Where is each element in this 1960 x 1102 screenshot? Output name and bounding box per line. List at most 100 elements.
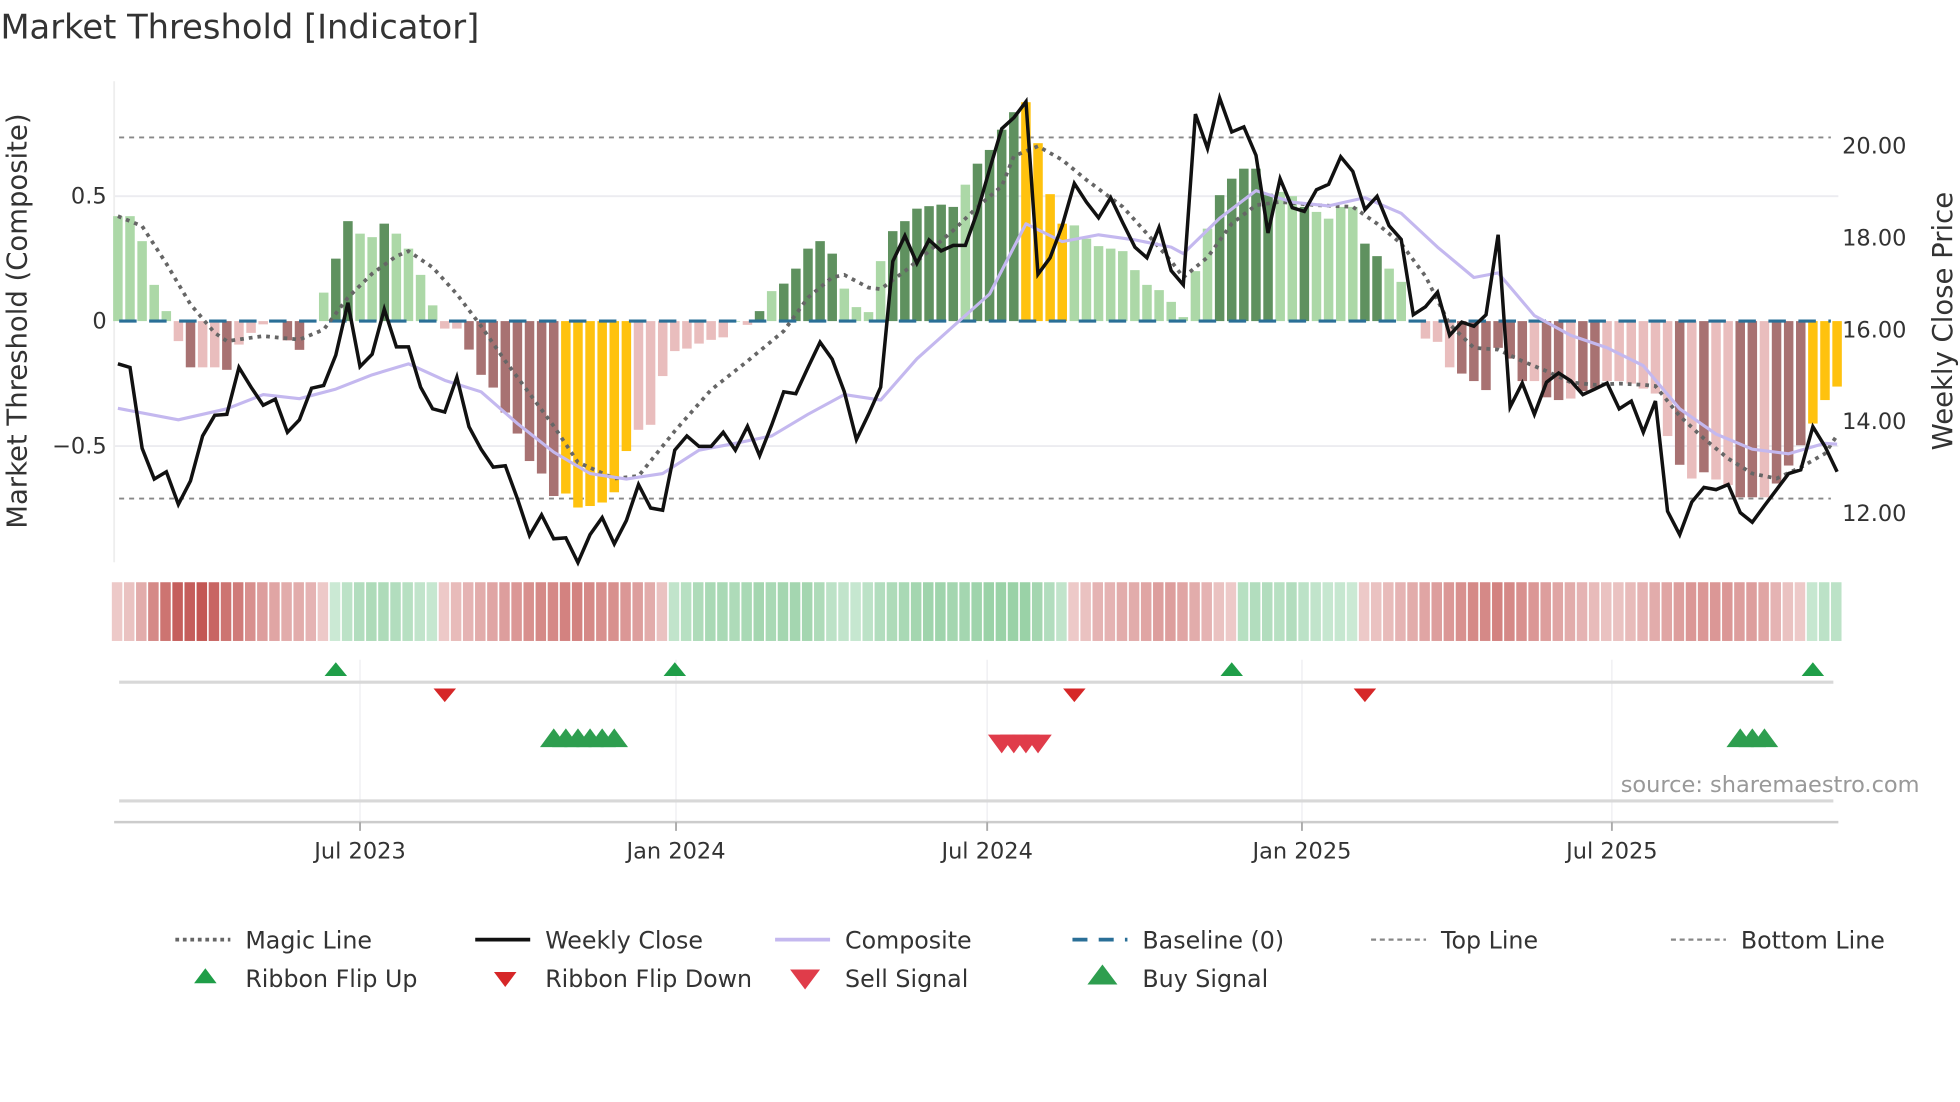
ribbon-cell (801, 582, 813, 641)
ribbon-cell (1564, 582, 1576, 641)
ribbon-cell (341, 582, 353, 641)
ribbon-cell (305, 582, 317, 641)
composite-bar (149, 284, 159, 322)
ribbon-cell (1479, 582, 1491, 641)
legend-item-magic: Magic Line (175, 926, 372, 954)
ribbon-cell (668, 582, 680, 641)
ribbon-cell (148, 582, 159, 641)
composite-bar (1662, 321, 1673, 437)
composite-bar (234, 321, 244, 345)
composite-bar (585, 321, 595, 507)
legend-item-buy: Buy Signal (1087, 964, 1268, 993)
ribbon-cell (1673, 582, 1685, 641)
ribbon-cell (269, 582, 280, 641)
x-tick-label: Jul 2023 (312, 838, 405, 864)
composite-bar (318, 292, 329, 322)
ribbon-cell (729, 582, 740, 641)
y-tick-label: 0 (92, 309, 106, 335)
composite-bar (803, 248, 813, 322)
ribbon-cell (1540, 582, 1551, 641)
legend-item-baseline: Baseline (0) (1072, 926, 1284, 954)
composite-bar (791, 268, 801, 322)
composite-bar (1154, 290, 1164, 322)
ribbon-cell (1044, 582, 1055, 641)
ribbon-cell (1455, 582, 1467, 641)
ribbon-flip-up-marker (1220, 662, 1243, 676)
composite-bar (427, 305, 438, 322)
composite-bar (173, 321, 184, 342)
ribbon-cell (378, 582, 389, 641)
composite-bar (391, 233, 402, 322)
ribbon-cell (1274, 582, 1285, 641)
ribbon-cell (1709, 582, 1721, 641)
ribbon-flip-down-marker (1353, 688, 1377, 703)
ribbon-cell (959, 582, 970, 641)
composite-bar (1674, 321, 1685, 465)
composite-bar (682, 321, 692, 349)
ribbon-cell (983, 582, 995, 641)
ribbon-cell (1189, 582, 1200, 641)
ribbon-cell (789, 582, 801, 641)
ribbon-cell (172, 582, 183, 641)
x-tick-label: Jan 2025 (1250, 838, 1351, 864)
ribbon-cell (111, 582, 123, 641)
composite-bar (609, 321, 620, 493)
ribbon-cell (571, 582, 583, 641)
composite-bar (1093, 246, 1104, 322)
ribbon-cell (620, 582, 631, 641)
composite-bar (1820, 321, 1830, 401)
ribbon-cell (1734, 582, 1745, 641)
ribbon-cell (1225, 582, 1237, 641)
composite-bar (1360, 243, 1370, 322)
ribbon-cell (947, 582, 958, 641)
composite-bar (1214, 195, 1225, 322)
legend-label: Bottom Line (1741, 926, 1885, 954)
composite-bar (1796, 321, 1806, 446)
ribbon-cell (220, 582, 232, 641)
composite-bar (222, 321, 232, 370)
composite-bar (936, 204, 946, 322)
ribbon-cell (862, 582, 873, 641)
composite-bar (996, 129, 1007, 322)
buy-signal-marker (600, 728, 629, 748)
composite-bar (1118, 251, 1128, 322)
composite-bar (294, 321, 305, 350)
ribbon-cell (765, 582, 777, 641)
ribbon-cell (1019, 582, 1031, 641)
composite-bar (1590, 321, 1600, 389)
composite-bar (367, 237, 377, 322)
composite-bar (452, 321, 462, 329)
legend-label: Weekly Close (545, 926, 703, 954)
composite-bar (1650, 321, 1661, 394)
ribbon-cell (1794, 582, 1806, 641)
ribbon-cell (1031, 582, 1043, 641)
composite-bar (1444, 321, 1455, 368)
ribbon-cell (1588, 582, 1600, 641)
composite-bar (1105, 248, 1116, 322)
ribbon-cell (196, 582, 208, 641)
composite-bar (573, 321, 583, 508)
composite-bar (343, 221, 353, 322)
y-tick-label: 0.5 (71, 184, 107, 210)
ribbon-cell (1770, 582, 1781, 641)
composite-bar (1747, 321, 1758, 498)
composite-bar (246, 321, 256, 333)
composite-bars (113, 102, 1842, 508)
composite-bar (766, 291, 777, 322)
y2-axis-label: Weekly Close Price (1927, 192, 1959, 450)
legend-item-flip_up: Ribbon Flip Up (194, 965, 417, 993)
composite-bar (1142, 284, 1152, 322)
composite-bar (1226, 178, 1237, 322)
composite-bar (621, 321, 632, 452)
ribbon-cell (1637, 582, 1648, 641)
ribbon-cell (1261, 582, 1273, 641)
ribbon-cell (584, 582, 595, 641)
composite-bar (1553, 321, 1564, 401)
ribbon-cell (547, 582, 559, 641)
composite-bar (948, 206, 959, 322)
composite-bar (1033, 143, 1043, 322)
ribbon-cell (232, 582, 244, 641)
composite-bar (875, 261, 886, 322)
ribbon-cell (1298, 582, 1309, 641)
ribbon-cell (1407, 582, 1418, 641)
